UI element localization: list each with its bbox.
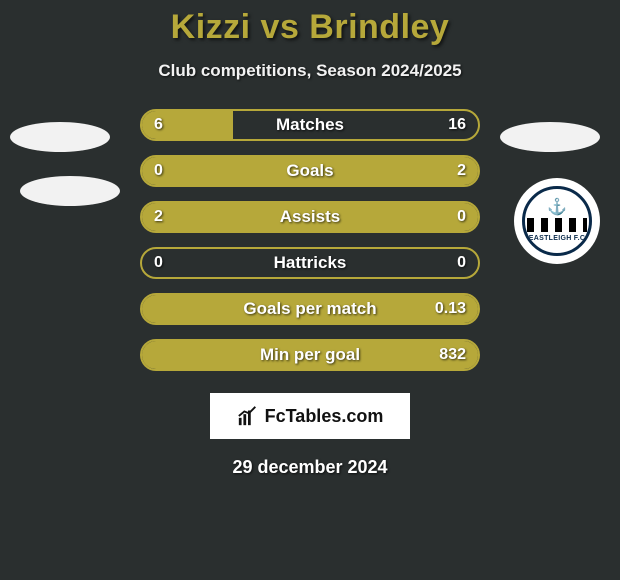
player-left-badge-ellipse-2	[20, 176, 120, 206]
player-right-badge-ellipse	[500, 122, 600, 152]
stat-value-right: 0	[457, 208, 466, 226]
stat-value-right: 0.13	[435, 300, 466, 318]
ship-icon: ⚓	[547, 200, 567, 216]
content-wrapper: Kizzi vs Brindley Club competitions, Sea…	[0, 0, 620, 580]
stat-value-left: 0	[154, 162, 163, 180]
checker-pattern	[527, 218, 587, 232]
stat-label: Min per goal	[260, 345, 360, 365]
stat-value-right: 16	[448, 116, 466, 134]
player-left-badge-ellipse-1	[10, 122, 110, 152]
stat-row: 6 Matches 16	[140, 109, 480, 141]
stat-value-right: 0	[457, 254, 466, 272]
stat-row: Min per goal 832	[140, 339, 480, 371]
stat-row: 2 Assists 0	[140, 201, 480, 233]
stat-value-left: 0	[154, 254, 163, 272]
brand-text: FcTables.com	[265, 406, 384, 427]
stat-label: Assists	[280, 207, 340, 227]
stat-label: Hattricks	[274, 253, 347, 273]
subtitle: Club competitions, Season 2024/2025	[0, 61, 620, 81]
page-title: Kizzi vs Brindley	[0, 8, 620, 47]
stat-value-left: 6	[154, 116, 163, 134]
stat-value-right: 832	[439, 346, 466, 364]
brand-logo-icon	[237, 405, 259, 427]
stat-value-right: 2	[457, 162, 466, 180]
stat-label: Matches	[276, 115, 344, 135]
stat-label: Goals per match	[243, 299, 376, 319]
club-badge-inner: ⚓ EASTLEIGH F.C	[522, 186, 592, 256]
stat-row: 0 Hattricks 0	[140, 247, 480, 279]
date-label: 29 december 2024	[0, 457, 620, 478]
club-badge: ⚓ EASTLEIGH F.C	[514, 178, 600, 264]
stat-value-left: 2	[154, 208, 163, 226]
stat-row: Goals per match 0.13	[140, 293, 480, 325]
club-name: EASTLEIGH F.C	[526, 234, 588, 243]
stat-row: 0 Goals 2	[140, 155, 480, 187]
brand-box: FcTables.com	[210, 393, 410, 439]
stat-label: Goals	[286, 161, 333, 181]
